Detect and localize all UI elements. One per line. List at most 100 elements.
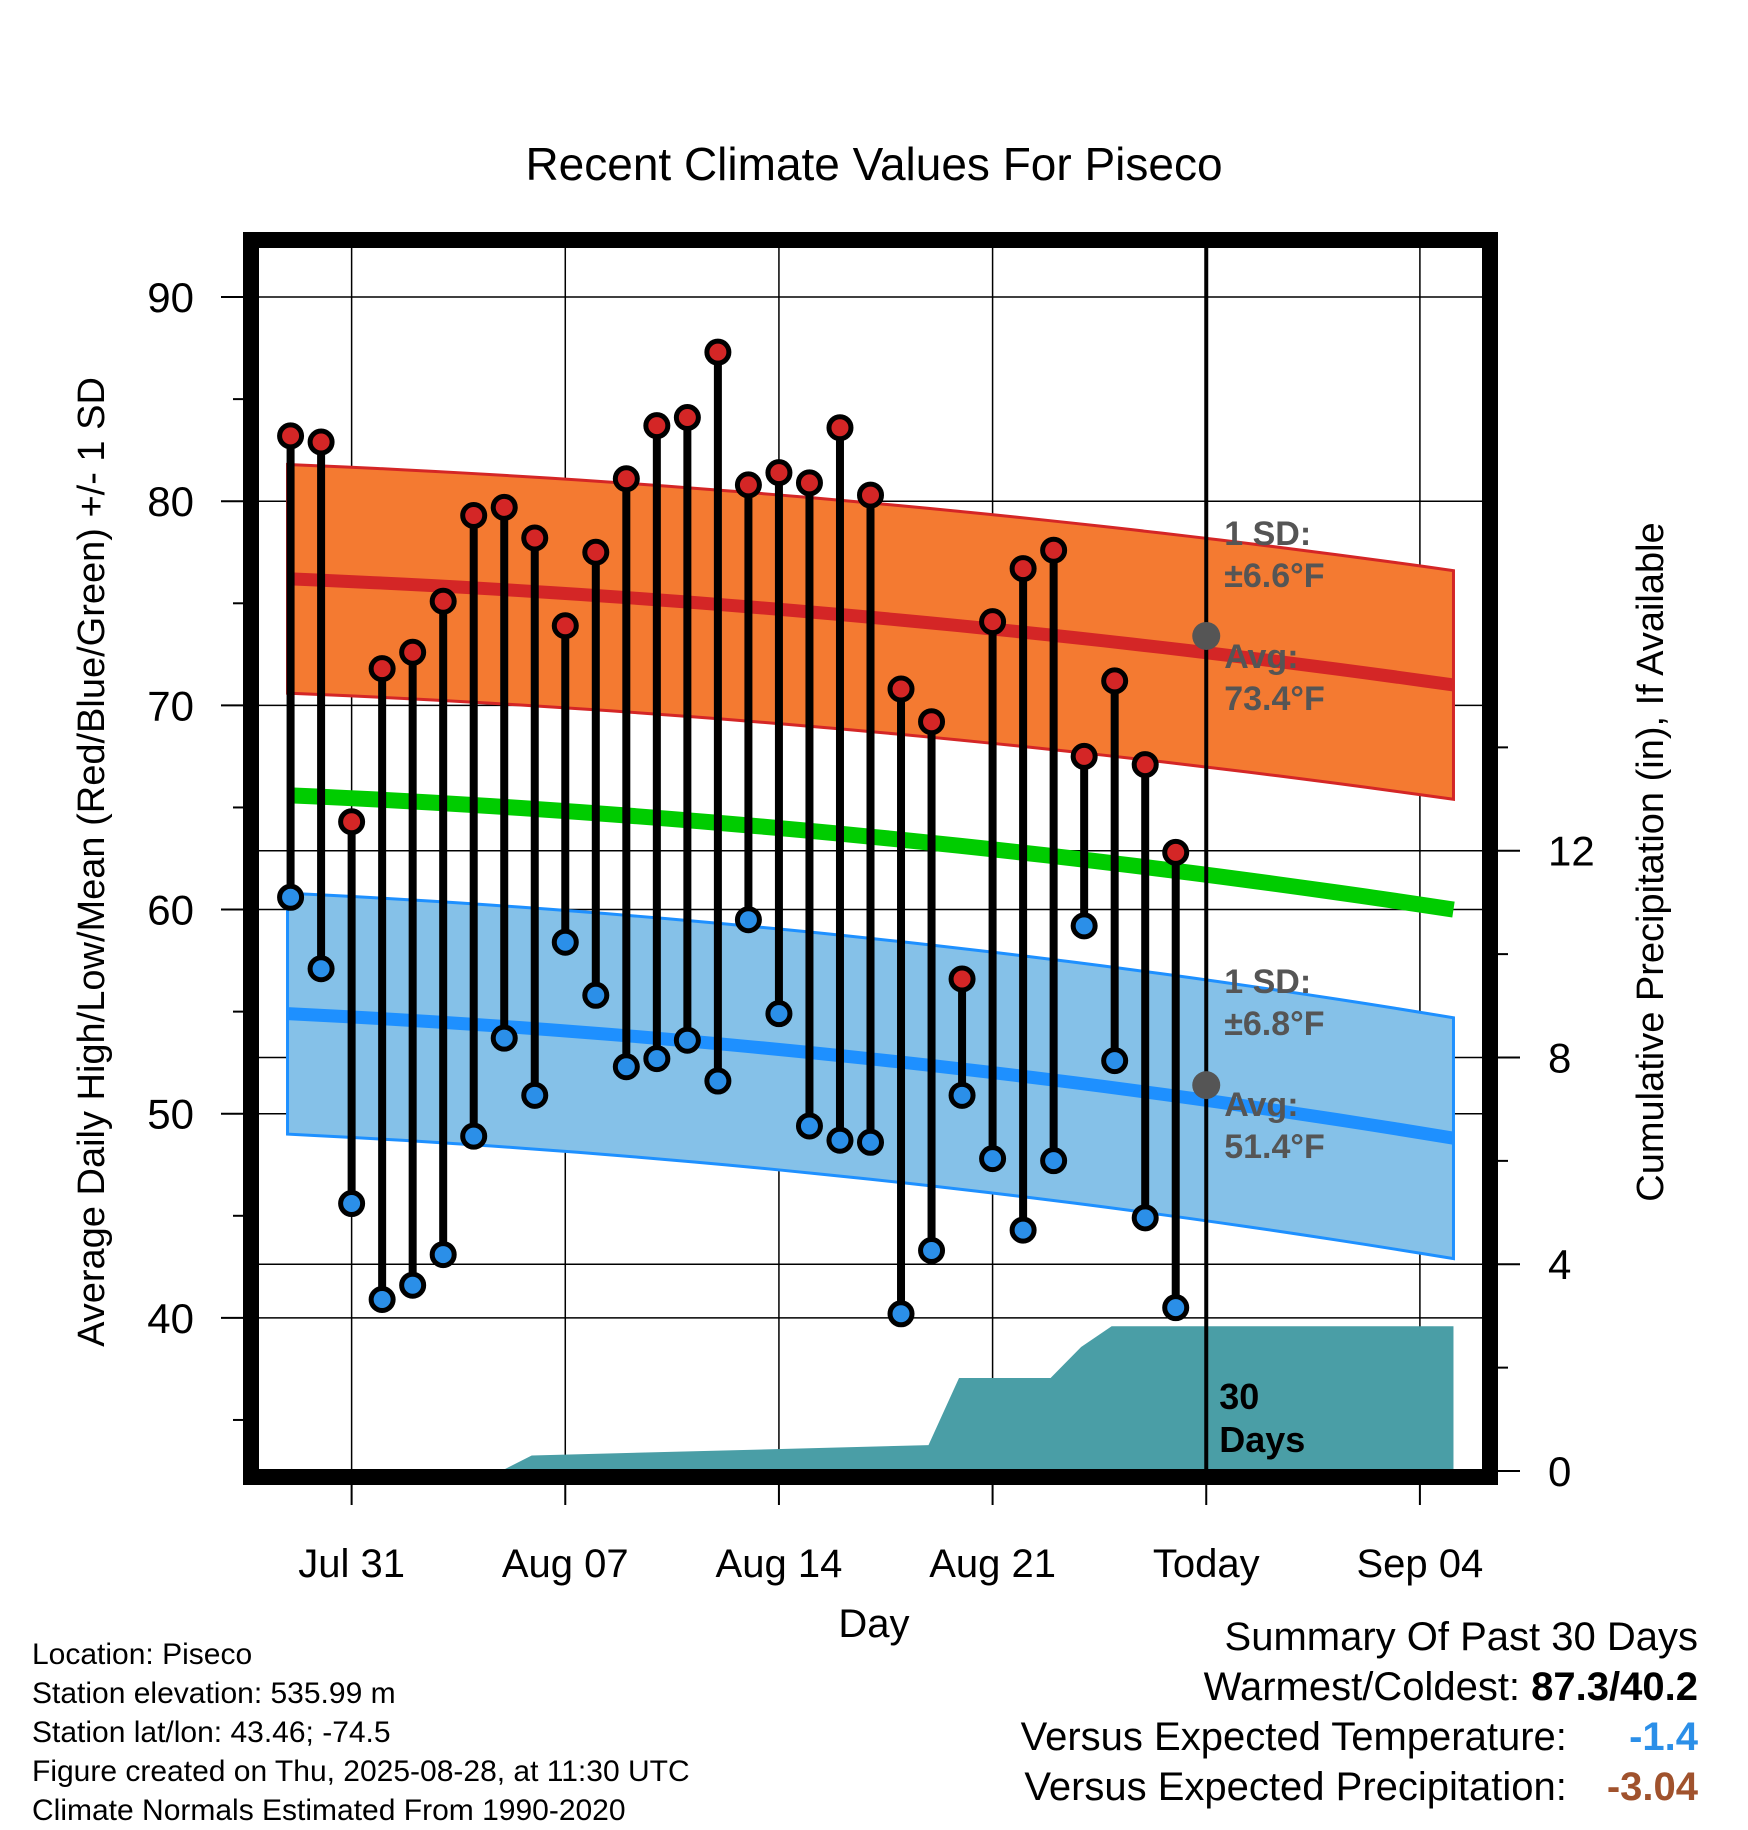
daily-high-point	[1040, 536, 1068, 564]
precip-value: -3.04	[1606, 1765, 1698, 1809]
daily-high-point	[551, 612, 579, 640]
location-text: Location: Piseco	[32, 1638, 253, 1671]
daily-high-point	[521, 524, 549, 552]
daily-low-point	[490, 1024, 518, 1052]
daily-low-point	[765, 1000, 793, 1028]
summary-warmest-row: Warmest/Coldest: 87.3/40.2	[1021, 1662, 1698, 1712]
x-tick-label: Jul 31	[298, 1542, 405, 1586]
y-tick-label: 90	[147, 274, 194, 321]
daily-low-point	[643, 1045, 671, 1073]
daily-high-point	[1101, 667, 1129, 695]
daily-high-point	[1131, 751, 1159, 779]
high-sd-label: 1 SD:	[1224, 515, 1311, 553]
daily-low-point	[826, 1126, 854, 1154]
daily-low-point	[1009, 1216, 1037, 1244]
daily-high-point	[338, 808, 366, 836]
x-tick-label: Today	[1153, 1542, 1260, 1586]
y-axis-label: Average Daily High/Low/Mean (Red/Blue/Gr…	[71, 377, 113, 1347]
daily-low-point	[1070, 912, 1098, 940]
normals-text: Climate Normals Estimated From 1990-2020	[32, 1794, 626, 1827]
daily-high-point	[460, 502, 488, 529]
daily-low-point	[673, 1026, 701, 1054]
daily-high-point	[948, 965, 976, 993]
y-tick-label: 80	[147, 478, 194, 525]
daily-low-point	[612, 1053, 640, 1081]
x-axis-label: Day	[838, 1602, 909, 1646]
temp-value: -1.4	[1629, 1715, 1698, 1759]
warmest-value: 87.3/40.2	[1531, 1665, 1698, 1709]
y2-axis-label: Cumulative Precipitation (in), If Availa…	[1630, 522, 1672, 1201]
today-avg-low-marker	[1192, 1071, 1221, 1100]
plot-area: 1 SD: ±6.6°F Avg: 73.4°F 1 SD: ±6.8°F Avg: 51.4…	[147, 232, 1595, 1586]
low-avg-label: Avg:	[1224, 1086, 1298, 1124]
x-tick-label: Sep 04	[1357, 1542, 1484, 1586]
created-text: Figure created on Thu, 2025-08-28, at 11…	[32, 1755, 690, 1788]
daily-high-point	[643, 412, 671, 440]
plot-frame	[243, 232, 1498, 1485]
daily-low-point	[1131, 1204, 1159, 1232]
daily-low-point	[734, 906, 762, 934]
summary-panel: Summary Of Past 30 Days Warmest/Coldest:…	[1021, 1612, 1698, 1812]
y2-tick-label: 0	[1548, 1448, 1571, 1495]
daily-low-point	[429, 1241, 457, 1269]
chart-title: Recent Climate Values For Piseco	[525, 138, 1222, 190]
daily-high-point	[612, 465, 640, 493]
y-tick-label: 70	[147, 682, 194, 729]
daily-low-point	[1040, 1147, 1068, 1175]
summary-temp-row: Versus Expected Temperature: -1.4	[1021, 1712, 1698, 1762]
low-sd-value: ±6.8°F	[1224, 1005, 1324, 1043]
y2-tick-label: 4	[1548, 1241, 1571, 1288]
daily-low-point	[887, 1300, 915, 1328]
daily-low-point	[795, 1112, 823, 1140]
x-tick-label: Aug 21	[929, 1542, 1056, 1586]
daily-high-point	[673, 404, 701, 431]
daily-high-point	[399, 638, 427, 666]
daily-low-point	[704, 1067, 732, 1095]
daily-low-point	[460, 1122, 488, 1150]
days-label-line2: Days	[1219, 1419, 1305, 1460]
summary-title: Summary Of Past 30 Days	[1224, 1615, 1698, 1659]
daily-low-point	[948, 1081, 976, 1109]
precip-area	[287, 1326, 1454, 1471]
daily-high-point	[1162, 838, 1190, 866]
low-avg-value: 51.4°F	[1224, 1128, 1325, 1166]
daily-high-point	[887, 675, 915, 703]
daily-high-point	[582, 538, 610, 566]
daily-high-point	[857, 481, 884, 509]
daily-high-point	[429, 587, 457, 615]
daily-high-point	[918, 708, 946, 736]
daily-low-point	[551, 928, 579, 956]
daily-high-point	[307, 428, 335, 456]
daily-low-point	[307, 955, 335, 983]
daily-low-point	[1101, 1047, 1129, 1075]
daily-low-point	[368, 1286, 396, 1313]
today-avg-high-marker	[1192, 621, 1221, 650]
high-avg-value: 73.4°F	[1224, 680, 1325, 718]
daily-low-point	[918, 1237, 946, 1264]
daily-low-point	[1162, 1294, 1190, 1322]
daily-low-point	[338, 1190, 366, 1218]
daily-low-point	[399, 1271, 427, 1299]
y-tick-label: 40	[147, 1295, 194, 1342]
days-label-line1: 30	[1219, 1376, 1259, 1417]
daily-low-point	[521, 1081, 549, 1109]
daily-high-point	[277, 422, 305, 450]
high-sd-value: ±6.6°F	[1224, 557, 1324, 595]
y2-tick-label: 12	[1548, 828, 1595, 875]
elevation-text: Station elevation: 535.99 m	[32, 1677, 396, 1710]
daily-low-point	[582, 981, 610, 1009]
latlon-text: Station lat/lon: 43.46; -74.5	[32, 1716, 391, 1749]
low-sd-label: 1 SD:	[1224, 963, 1311, 1001]
daily-high-point	[368, 655, 396, 683]
daily-low-point	[857, 1128, 884, 1156]
daily-high-point	[979, 608, 1007, 636]
daily-low-point	[277, 883, 305, 911]
y2-tick-label: 8	[1548, 1034, 1571, 1081]
y-tick-label: 50	[147, 1091, 194, 1138]
warmest-label: Warmest/Coldest:	[1203, 1665, 1521, 1709]
summary-precip-row: Versus Expected Precipitation: -3.04	[1021, 1762, 1698, 1812]
high-avg-label: Avg:	[1224, 638, 1298, 676]
y-tick-label: 60	[147, 887, 194, 934]
station-info: Location: Piseco Station elevation: 535.…	[32, 1635, 690, 1830]
